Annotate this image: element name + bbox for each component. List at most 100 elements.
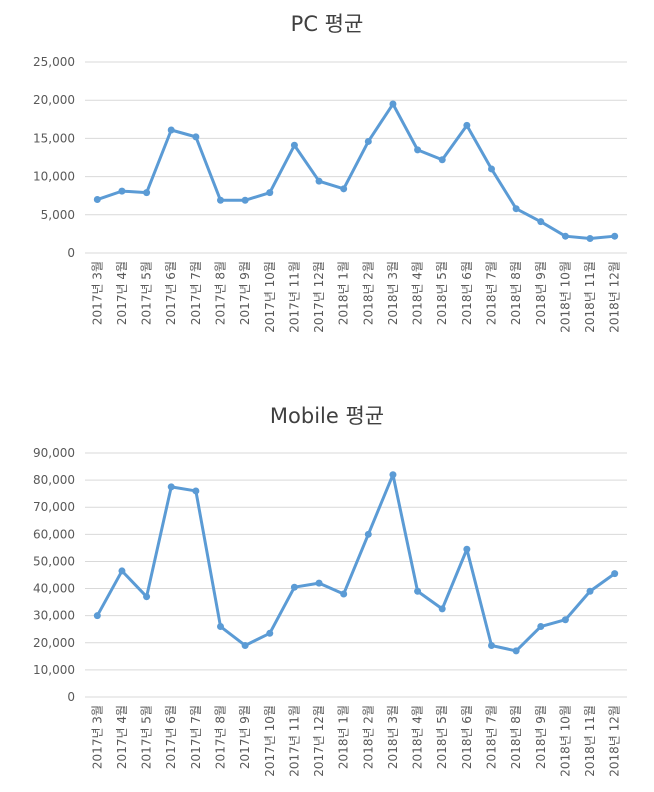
y-tick-label: 40,000 <box>33 582 75 596</box>
y-tick-label: 60,000 <box>33 527 75 541</box>
data-point <box>414 587 422 595</box>
series-line <box>96 473 616 653</box>
x-tick-label: 2017년 11월 <box>287 705 301 777</box>
data-point <box>315 579 323 587</box>
x-tick-label: 2018년 1월 <box>337 705 351 769</box>
data-point <box>266 189 274 197</box>
data-point <box>143 593 151 601</box>
data-point <box>266 629 274 637</box>
data-point <box>192 487 200 495</box>
x-tick-label: 2017년 9월 <box>238 705 252 769</box>
x-tick-label: 2018년 6월 <box>460 705 474 769</box>
x-tick-label: 2018년 1월 <box>337 261 351 325</box>
x-tick-label: 2018년 11월 <box>583 705 597 777</box>
x-tick-label: 2017년 8월 <box>214 705 228 769</box>
x-tick-label: 2017년 7월 <box>189 261 203 325</box>
x-tick-label: 2018년 5월 <box>435 705 449 769</box>
x-tick-label: 2017년 7월 <box>189 705 203 769</box>
x-tick-label: 2018년 12월 <box>608 705 622 777</box>
data-point <box>241 196 249 204</box>
x-tick-label: 2017년 4월 <box>115 705 129 769</box>
x-tick-label: 2017년 3월 <box>90 705 104 769</box>
data-point <box>364 530 372 538</box>
x-tick-label: 2018년 9월 <box>534 261 548 325</box>
data-point <box>561 616 569 624</box>
data-point <box>340 590 348 598</box>
x-tick-label: 2017년 10월 <box>263 705 277 777</box>
x-tick-label: 2018년 4월 <box>411 261 425 325</box>
data-point <box>611 570 619 578</box>
data-point <box>93 196 101 204</box>
y-tick-label: 10,000 <box>33 170 75 184</box>
data-point <box>290 141 298 149</box>
data-point <box>488 641 495 649</box>
data-point <box>217 623 224 631</box>
x-tick-label: 2017년 6월 <box>164 261 178 325</box>
pc-average-chart: PC 평균 0 5,000 10,000 15,000 20,000 25,000 2017… <box>0 0 654 385</box>
data-point <box>438 605 446 613</box>
y-tick-label: 25,000 <box>33 55 75 69</box>
x-tick-label: 2018년 9월 <box>534 705 548 769</box>
data-point <box>463 545 471 553</box>
data-point <box>512 205 520 213</box>
data-point <box>389 100 397 108</box>
y-tick-label: 15,000 <box>33 131 75 145</box>
data-point <box>438 156 446 164</box>
x-tick-label: 2018년 10월 <box>558 261 572 333</box>
x-tick-label: 2018년 12월 <box>608 261 622 333</box>
y-tick-label: 20,000 <box>33 636 75 650</box>
x-tick-label: 2018년 4월 <box>411 705 425 769</box>
y-tick-label: 80,000 <box>33 473 75 487</box>
x-tick-label: 2017년 8월 <box>214 261 228 325</box>
data-point <box>586 234 594 242</box>
data-point <box>611 232 619 240</box>
y-tick-label: 10,000 <box>33 663 75 677</box>
data-point <box>537 623 545 631</box>
data-point <box>118 187 126 195</box>
data-point <box>167 126 175 134</box>
y-tick-label: 0 <box>67 246 75 260</box>
x-tick-label: 2018년 8월 <box>509 261 523 325</box>
x-tick-label: 2017년 6월 <box>164 705 178 769</box>
y-tick-label: 50,000 <box>33 554 75 568</box>
y-tick-label: 90,000 <box>33 446 75 460</box>
x-tick-label: 2018년 5월 <box>435 261 449 325</box>
x-tick-label: 2018년 11월 <box>583 261 597 333</box>
data-point <box>118 567 126 575</box>
x-tick-label: 2018년 3월 <box>386 705 400 769</box>
data-point <box>93 612 101 620</box>
data-point <box>463 121 471 129</box>
pc-chart-svg: 0 5,000 10,000 15,000 20,000 25,000 2017년 3월 20… <box>33 55 627 333</box>
x-tick-label: 2018년 7월 <box>485 261 499 325</box>
x-tick-label: 2018년 2월 <box>361 261 375 325</box>
x-tick-label: 2018년 2월 <box>361 705 375 769</box>
x-tick-label: 2017년 4월 <box>115 261 129 325</box>
mobile-chart-svg: 0 10,000 20,000 30,000 40,000 50,000 60,000 70,… <box>33 446 627 777</box>
data-point <box>512 647 520 655</box>
data-point <box>217 196 224 204</box>
x-tick-label: 2017년 5월 <box>140 261 154 325</box>
data-point <box>389 471 397 479</box>
data-point <box>488 165 495 173</box>
x-tick-label: 2018년 3월 <box>386 261 400 325</box>
data-point <box>143 189 151 197</box>
data-point <box>364 137 372 145</box>
data-point <box>290 583 298 591</box>
y-tick-label: 5,000 <box>41 208 75 222</box>
series-line <box>96 102 615 240</box>
data-point <box>167 483 175 491</box>
x-tick-label: 2017년 11월 <box>287 261 301 333</box>
y-tick-label: 70,000 <box>33 500 75 514</box>
x-tick-label: 2017년 12월 <box>312 261 326 333</box>
data-point <box>192 133 200 141</box>
data-point <box>414 146 422 154</box>
y-tick-label: 20,000 <box>33 93 75 107</box>
x-tick-label: 2018년 10월 <box>558 705 572 777</box>
x-tick-label: 2017년 10월 <box>263 261 277 333</box>
y-tick-label: 0 <box>67 690 75 704</box>
mobile-average-chart: Mobile 평균 0 10,000 20,000 30,000 40,000 50,00… <box>0 392 654 792</box>
chart-title-mobile: Mobile 평균 <box>269 404 385 428</box>
data-point <box>340 185 348 193</box>
x-tick-label: 2018년 7월 <box>485 705 499 769</box>
data-point <box>586 587 594 595</box>
